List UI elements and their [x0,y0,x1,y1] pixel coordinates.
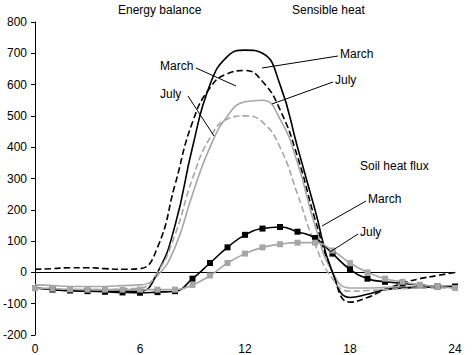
svg-text:700: 700 [7,46,27,60]
svg-text:March: March [160,59,193,73]
svg-text:March: March [340,47,373,61]
svg-text:18: 18 [343,342,357,355]
svg-text:July: July [160,87,181,101]
svg-text:500: 500 [7,109,27,123]
svg-text:600: 600 [7,78,27,92]
svg-text:100: 100 [7,234,27,248]
svg-text:12: 12 [238,342,252,355]
svg-text:6: 6 [137,342,144,355]
svg-text:300: 300 [7,172,27,186]
svg-text:0: 0 [32,342,39,355]
svg-text:-100: -100 [3,297,27,311]
svg-text:Energy balance: Energy balance [118,3,202,17]
svg-text:March: March [368,192,401,206]
svg-text:July: July [335,73,356,87]
svg-text:0: 0 [20,265,27,279]
svg-text:Sensible heat: Sensible heat [292,3,365,17]
svg-text:400: 400 [7,140,27,154]
svg-text:July: July [360,225,381,239]
svg-text:800: 800 [7,15,27,29]
svg-text:Soil heat flux: Soil heat flux [360,159,429,173]
svg-text:24: 24 [448,342,462,355]
svg-text:200: 200 [7,203,27,217]
svg-text:-200: -200 [3,328,27,342]
